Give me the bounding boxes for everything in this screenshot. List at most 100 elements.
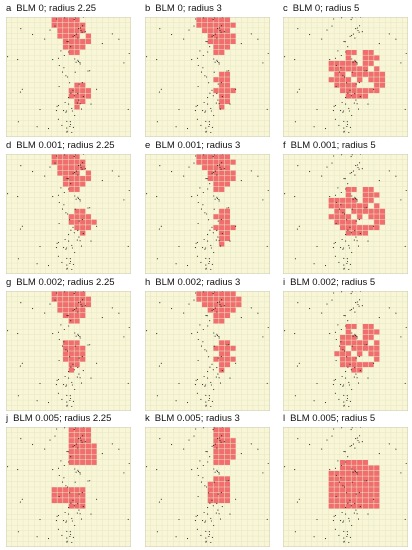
selected-cell: [235, 301, 242, 308]
occurrence-point: [262, 62, 264, 64]
occurrence-point: [39, 245, 41, 248]
selected-cell: [74, 27, 80, 34]
selected-cell: [91, 454, 97, 460]
occurrence-point: [195, 242, 197, 244]
occurrence-point: [175, 536, 177, 538]
occurrence-point: [213, 388, 215, 391]
selected-cell: [74, 164, 80, 171]
selected-cell: [373, 329, 380, 335]
occurrence-point: [68, 234, 70, 236]
occurrence-point: [57, 514, 60, 517]
occurrence-point: [235, 225, 237, 227]
occurrence-point: [355, 83, 357, 85]
occurrence-point: [146, 466, 148, 468]
occurrence-point: [80, 518, 83, 520]
occurrence-point: [347, 92, 349, 94]
plot-frame: [283, 291, 408, 411]
plot-area: [6, 154, 131, 274]
selected-cell: [218, 454, 225, 460]
panel-title: BLM 0; radius 2.25: [16, 3, 97, 14]
occurrence-point: [20, 438, 22, 440]
selected-cell: [351, 367, 357, 373]
occurrence-point: [324, 402, 327, 404]
occurrence-point: [218, 337, 220, 339]
occurrence-point: [87, 70, 89, 72]
occurrence-point: [343, 130, 345, 132]
selected-cell: [334, 71, 340, 78]
selected-cell: [51, 291, 58, 297]
occurrence-point: [71, 247, 73, 249]
selected-cell: [57, 291, 63, 297]
occurrence-point: [345, 188, 347, 190]
selected-cell: [339, 87, 346, 94]
occurrence-point: [96, 362, 98, 364]
occurrence-point: [79, 63, 81, 65]
selected-cell: [224, 44, 231, 50]
selected-cell: [356, 230, 363, 236]
selected-cell: [224, 427, 231, 433]
selected-cell: [213, 345, 219, 352]
occurrence-point: [219, 166, 221, 169]
selected-cell: [68, 432, 75, 438]
selected-cell: [213, 22, 219, 28]
occurrence-point: [156, 121, 158, 123]
selected-cell: [373, 192, 380, 198]
occurrence-point: [66, 110, 68, 112]
occurrence-point: [200, 261, 202, 263]
selected-cell: [334, 497, 340, 504]
occurrence-point: [216, 311, 218, 313]
occurrence-point: [338, 398, 340, 400]
occurrence-point: [296, 365, 298, 367]
selected-cell: [207, 301, 214, 308]
plot-frame: [6, 154, 131, 274]
selected-cell: [213, 175, 219, 182]
occurrence-point: [156, 531, 158, 533]
occurrence-point: [326, 166, 328, 168]
occurrence-point: [348, 131, 350, 134]
occurrence-point: [64, 427, 66, 429]
selected-cell: [362, 323, 369, 330]
occurrence-point: [205, 267, 207, 269]
occurrence-point: [64, 375, 66, 378]
selected-cell: [79, 497, 86, 504]
occurrence-point: [404, 108, 406, 110]
plot-area: [145, 17, 270, 137]
occurrence-point: [357, 166, 359, 169]
occurrence-point: [347, 229, 349, 231]
occurrence-point: [49, 303, 51, 305]
occurrence-point: [373, 225, 375, 227]
occurrence-point: [156, 469, 158, 471]
occurrence-point: [65, 385, 67, 387]
occurrence-point: [216, 37, 218, 39]
occurrence-point: [351, 524, 353, 527]
occurrence-point: [404, 245, 406, 247]
occurrence-point: [205, 315, 207, 317]
occurrence-point: [63, 328, 65, 331]
occurrence-point: [205, 110, 207, 112]
selected-cell: [85, 459, 92, 466]
selected-cell: [339, 219, 346, 225]
occurrence-point: [200, 124, 202, 126]
occurrence-point: [208, 258, 210, 260]
occurrence-point: [69, 82, 71, 84]
panel-j: j BLM 0.005; radius 2.25: [2, 412, 133, 549]
selected-cell: [57, 487, 63, 493]
occurrence-point: [55, 110, 57, 112]
occurrence-point: [208, 260, 211, 263]
occurrence-point: [207, 325, 209, 327]
occurrence-point: [219, 439, 221, 442]
selected-cell: [213, 448, 219, 455]
selected-cell: [224, 224, 231, 231]
occurrence-point: [74, 35, 76, 37]
selected-cell: [79, 487, 86, 493]
occurrence-point: [351, 345, 353, 347]
selected-cell: [68, 437, 75, 444]
occurrence-point: [81, 441, 83, 443]
selected-cell: [68, 361, 75, 368]
selected-cell: [334, 476, 340, 482]
occurrence-point: [199, 460, 201, 462]
occurrence-point: [61, 481, 64, 483]
selected-cell: [345, 503, 352, 509]
occurrence-point: [214, 33, 216, 35]
selected-cell: [345, 340, 352, 346]
